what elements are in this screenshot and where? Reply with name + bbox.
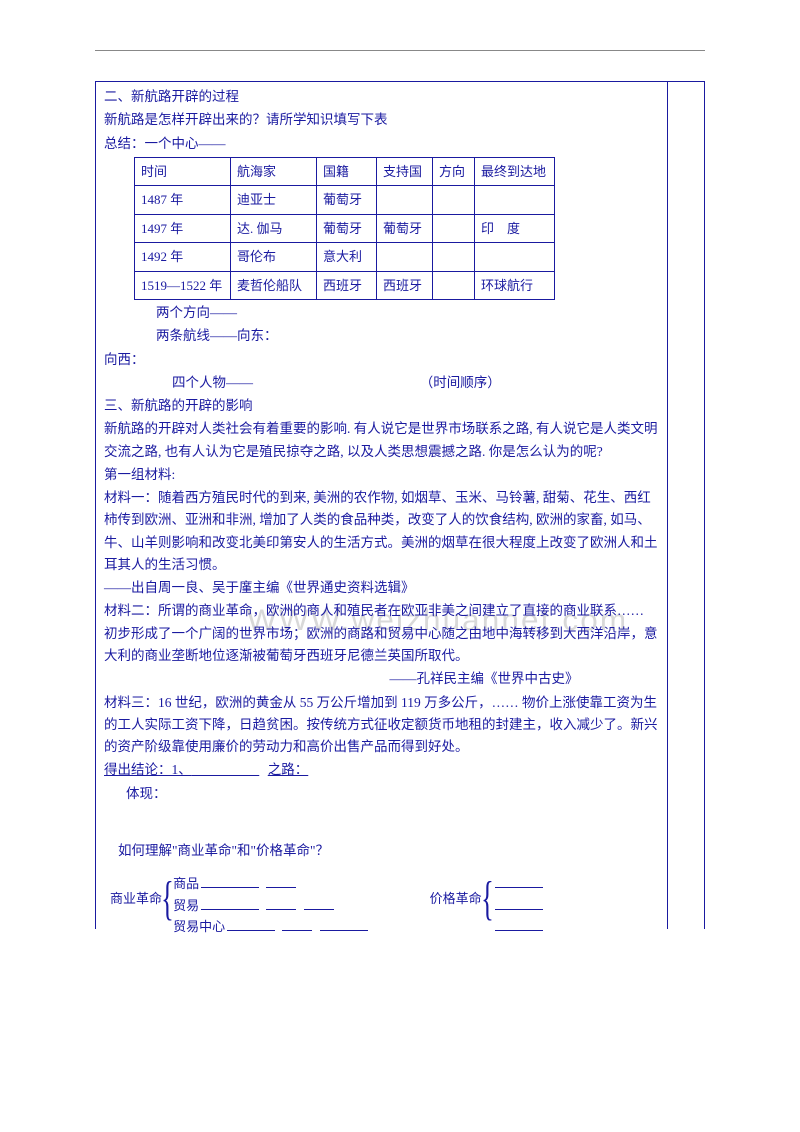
cell [377,186,433,214]
section3-intro: 新航路的开辟对人类社会有着重要的影响. 有人说它是世界市场联系之路, 有人说它是… [104,418,664,463]
voyage-table: 时间 航海家 国籍 支持国 方向 最终到达地 1487 年 迪亚士 葡萄牙 14… [134,157,555,300]
cell: 1519—1522 年 [135,271,231,299]
section2-prompt: 新航路是怎样开辟出来的？请所学知识填写下表 [104,109,664,131]
th-nationality: 国籍 [317,157,377,185]
cell [433,243,475,271]
table-row: 1492 年 哥伦布 意大利 [135,243,555,271]
text-layer: 二、新航路开辟的过程 新航路是怎样开辟出来的？请所学知识填写下表 总结：一个中心… [104,86,664,925]
question-line: 如何理解"商业革命"和"价格革命"？ [104,840,664,862]
conclusion-label: 得出结论：1、 [104,762,192,777]
four-people: 四个人物—— （时间顺序） [104,372,664,394]
cell: 西班牙 [377,271,433,299]
left-brace-items: 商品 贸易 贸易中心 [173,873,370,925]
blank-row [493,895,545,916]
west-label: 向西： [104,349,664,371]
content-frame: WWW.weizhuannet.com 二、新航路开辟的过程 新航路是怎样开辟出… [95,81,705,929]
row-贸易: 贸易 [173,895,370,916]
row-商品: 商品 [173,873,370,894]
cell: 意大利 [317,243,377,271]
cell: 西班牙 [317,271,377,299]
cell [433,186,475,214]
group1-label: 第一组材料: [104,464,664,486]
conclusion-suffix: 之路： [268,762,309,777]
cell: 葡萄牙 [317,186,377,214]
cell: 1487 年 [135,186,231,214]
row-贸易中心: 贸易中心 [173,916,370,937]
cell [475,243,555,271]
time-order: （时间顺序） [420,375,501,390]
summary-label: 总结：一个中心—— [104,133,664,155]
cell: 麦哲伦船队 [231,271,317,299]
th-time: 时间 [135,157,231,185]
section3-heading: 三、新航路的开辟的影响 [104,395,664,417]
cell: 葡萄牙 [317,214,377,242]
material-1-cite: ——出自周一良、吴于廑主编《世界通史资料选辑》 [104,577,664,599]
page: WWW.weizhuannet.com 二、新航路开辟的过程 新航路是怎样开辟出… [95,50,705,929]
brace-icon: { [481,875,494,923]
th-navigator: 航海家 [231,157,317,185]
blank-row [493,873,545,894]
table-row: 1497 年 达. 伽马 葡萄牙 葡萄牙 印 度 [135,214,555,242]
table-header-row: 时间 航海家 国籍 支持国 方向 最终到达地 [135,157,555,185]
left-diagram-label: 商业革命 [110,888,162,909]
table-row: 1487 年 迪亚士 葡萄牙 [135,186,555,214]
section2-heading: 二、新航路开辟的过程 [104,86,664,108]
two-routes-east: 两条航线——向东： [104,325,664,347]
cell: 1497 年 [135,214,231,242]
blank-row [493,916,545,937]
conclusion-line: 得出结论：1、 之路： [104,759,664,781]
th-sponsor: 支持国 [377,157,433,185]
cell [475,186,555,214]
cell [377,243,433,271]
cell: 迪亚士 [231,186,317,214]
cell: 哥伦布 [231,243,317,271]
cell: 葡萄牙 [377,214,433,242]
right-diagram-label: 价格革命 [430,888,482,909]
cell: 1492 年 [135,243,231,271]
cell: 环球航行 [475,271,555,299]
material-2: 材料二：所谓的商业革命，欧洲的商人和殖民者在欧亚非美之间建立了直接的商业联系……… [104,600,664,667]
cell: 印 度 [475,214,555,242]
diagram-row: 商业革命 { 商品 贸易 贸易中心 价格革命 { [104,873,664,925]
material-1: 材料一：随着西方殖民时代的到来, 美洲的农作物, 如烟草、玉米、马铃薯, 甜菊、… [104,487,664,576]
cell [433,271,475,299]
table-row: 1519—1522 年 麦哲伦船队 西班牙 西班牙 环球航行 [135,271,555,299]
right-brace-items [493,873,545,925]
brace-icon: { [161,875,174,923]
right-column-rule [667,82,668,929]
four-people-label: 四个人物—— [172,375,253,390]
cell [433,214,475,242]
material-2-cite: ——孔祥民主编《世界中古史》 [104,668,664,690]
two-directions: 两个方向—— [104,302,664,324]
cell: 达. 伽马 [231,214,317,242]
th-destination: 最终到达地 [475,157,555,185]
material-3: 材料三：16 世纪，欧洲的黄金从 55 万公斤增加到 119 万多公斤，…… 物… [104,692,664,759]
th-direction: 方向 [433,157,475,185]
tixian-label: 体现： [104,783,664,805]
